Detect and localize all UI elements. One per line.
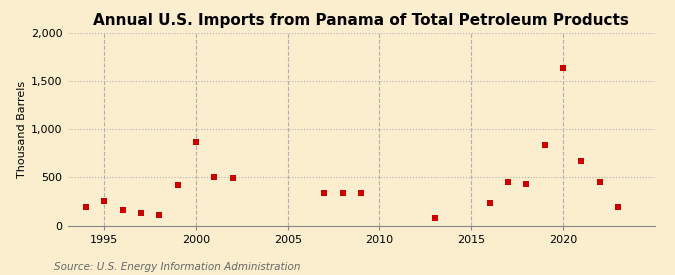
Point [502, 180, 513, 184]
Point [136, 211, 146, 215]
Point [154, 213, 165, 218]
Point [613, 205, 624, 210]
Point [539, 142, 550, 147]
Point [558, 65, 568, 70]
Point [594, 180, 605, 184]
Point [521, 182, 532, 186]
Point [227, 176, 238, 180]
Point [429, 216, 440, 221]
Point [99, 199, 109, 204]
Point [190, 139, 201, 144]
Point [80, 205, 91, 210]
Point [117, 208, 128, 212]
Point [484, 201, 495, 205]
Point [576, 159, 587, 163]
Point [209, 175, 220, 180]
Point [172, 183, 183, 187]
Title: Annual U.S. Imports from Panama of Total Petroleum Products: Annual U.S. Imports from Panama of Total… [93, 13, 629, 28]
Y-axis label: Thousand Barrels: Thousand Barrels [17, 81, 27, 178]
Point [319, 191, 330, 195]
Text: Source: U.S. Energy Information Administration: Source: U.S. Energy Information Administ… [54, 262, 300, 272]
Point [356, 191, 367, 195]
Point [338, 191, 348, 195]
